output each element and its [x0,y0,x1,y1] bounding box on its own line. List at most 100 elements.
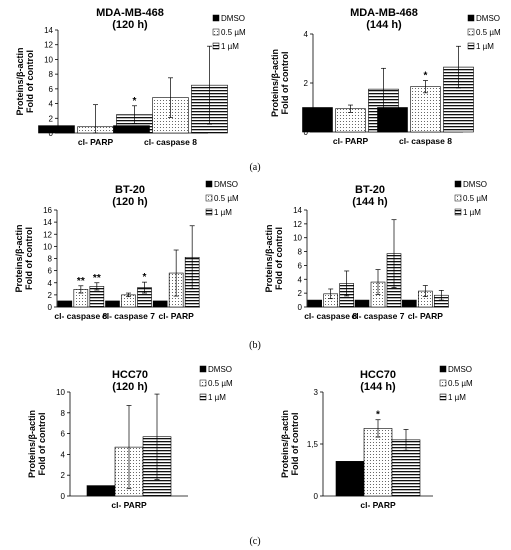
panel-label-a: (a) [249,162,260,173]
legend-label-one-um: 1 µM [208,393,226,402]
y-tick-label: 10 [43,242,52,251]
y-axis-label-line: Proteins/β-actin [270,49,280,117]
chart-title-line: (120 h) [112,381,148,393]
y-tick-label: 0 [49,129,54,138]
y-tick-label: 2 [304,79,309,88]
y-tick-label: 2 [48,291,53,300]
y-tick-label: 8 [48,255,53,264]
legend: DMSO 0.5 µM 1 µM [199,365,233,402]
y-axis-label-line: Proteins/β-actin [280,410,290,478]
chart-3: BT-20(120 h) Proteins/β-actin Fold of cont… [14,180,239,321]
bar-dmso [105,300,120,308]
chart-title-line: MDA-MB-468 [96,7,164,19]
legend-swatch-dmso [212,14,220,22]
category-label: cl- PARP [78,137,114,147]
legend-label-one-um: 1 µM [214,208,232,217]
legend-label-one-um: 1 µM [476,42,494,51]
chart-title-line: MDA-MB-468 [350,7,418,19]
y-tick-label: 10 [56,388,65,397]
chart-title-line: HCC70 [360,369,396,381]
legend-swatch-half-um [454,194,462,202]
chart-6: HCC70(144 h) Proteins/β-actin Fold of cont… [280,365,473,510]
category-label: cl- PARP [159,311,195,321]
legend-label-dmso: DMSO [448,365,472,374]
y-tick-label: 4 [298,275,303,284]
bar-dmso [113,125,150,134]
bar-dmso [307,299,322,308]
y-tick-label: 14 [293,206,302,215]
bar-dmso [152,300,168,308]
y-tick-label: 2 [298,289,303,298]
legend-label-half-um: 0.5 µM [463,194,488,203]
chart-title-line: (144 h) [360,381,396,393]
y-tick-label: 6 [61,430,66,439]
y-tick-label: 4 [49,100,54,109]
legend-swatch-half-um [199,379,207,387]
legend: DMSO 0.5 µM 1 µM [439,365,473,402]
y-axis-label-line: Fold of control [290,413,300,476]
category-label: cl- PARP [333,136,369,146]
legend-label-one-um: 1 µM [221,42,239,51]
category-label: cl- PARP [111,500,147,510]
y-tick-label: 10 [44,55,53,64]
y-tick-label: 12 [293,220,302,229]
y-tick-label: 8 [49,70,54,79]
chart-4: BT-20(144 h) Proteins/β-actin Fold of cont… [264,180,488,321]
legend-label-dmso: DMSO [463,180,487,189]
significance-marker: * [424,71,428,82]
y-tick-label: 4 [304,30,309,39]
legend-swatch-dmso [205,180,213,188]
y-tick-label: 14 [44,26,53,35]
chart-1: MDA-MB-468(120 h) Proteins/β-actin Fold of… [15,7,246,147]
y-tick-label: 0 [314,492,319,501]
legend-swatch-half-um [467,28,475,36]
legend: DMSO 0.5 µM 1 µM [205,180,239,217]
legend-label-half-um: 0.5 µM [208,379,233,388]
panel-label-b: (b) [249,340,261,351]
y-tick-label: 1,5 [307,440,319,449]
y-tick-label: 6 [298,261,303,270]
y-axis-label-line: Proteins/β-actin [264,224,274,292]
y-tick-label: 0 [304,128,309,137]
bar-dmso [38,125,75,134]
y-axis-label-line: Fold of control [25,50,35,113]
chart-title-line: (120 h) [112,19,148,31]
legend-swatch-half-um [212,28,220,36]
legend: DMSO 0.5 µM 1 µM [212,14,246,51]
legend: DMSO 0.5 µM 1 µM [467,14,501,51]
y-tick-label: 0 [48,303,53,312]
y-tick-label: 0 [61,492,66,501]
charts-layer: MDA-MB-468(120 h)Proteins/β-actin Fold of… [14,7,501,510]
legend-swatch-one-um [467,42,475,50]
legend-swatch-dmso [199,365,207,373]
y-axis-label-line: Fold of control [24,227,34,290]
significance-marker: ** [93,273,101,284]
bar-half-um [410,86,441,133]
legend-label-half-um: 0.5 µM [448,379,473,388]
legend-label-dmso: DMSO [214,180,238,189]
y-axis-label-line: Proteins/β-actin [15,47,25,115]
significance-marker: * [376,410,380,421]
category-label: cl- PARP [360,500,396,510]
chart-title-line: BT-20 [115,184,145,196]
category-label: cl- PARP [408,311,444,321]
chart-title-line: (120 h) [112,196,148,208]
y-tick-label: 2 [61,471,66,480]
y-tick-label: 14 [43,218,52,227]
y-axis-label-line: Fold of control [280,52,290,115]
chart-title-line: (144 h) [366,19,402,31]
category-label: cl- caspase 8 [144,137,197,147]
category-label: cl- caspase 7 [352,311,405,321]
legend-label-half-um: 0.5 µM [221,28,246,37]
category-label: cl- caspase 8 [304,311,357,321]
legend-label-one-um: 1 µM [448,393,466,402]
y-axis-label-line: Fold of control [274,227,284,290]
bar-dmso [402,299,417,308]
bar-dmso [354,299,370,308]
y-axis-label-line: Proteins/β-actin [14,224,24,292]
y-tick-label: 2 [49,114,54,123]
y-tick-label: 8 [298,248,303,257]
legend-swatch-dmso [467,14,475,22]
legend-swatch-half-um [439,379,447,387]
